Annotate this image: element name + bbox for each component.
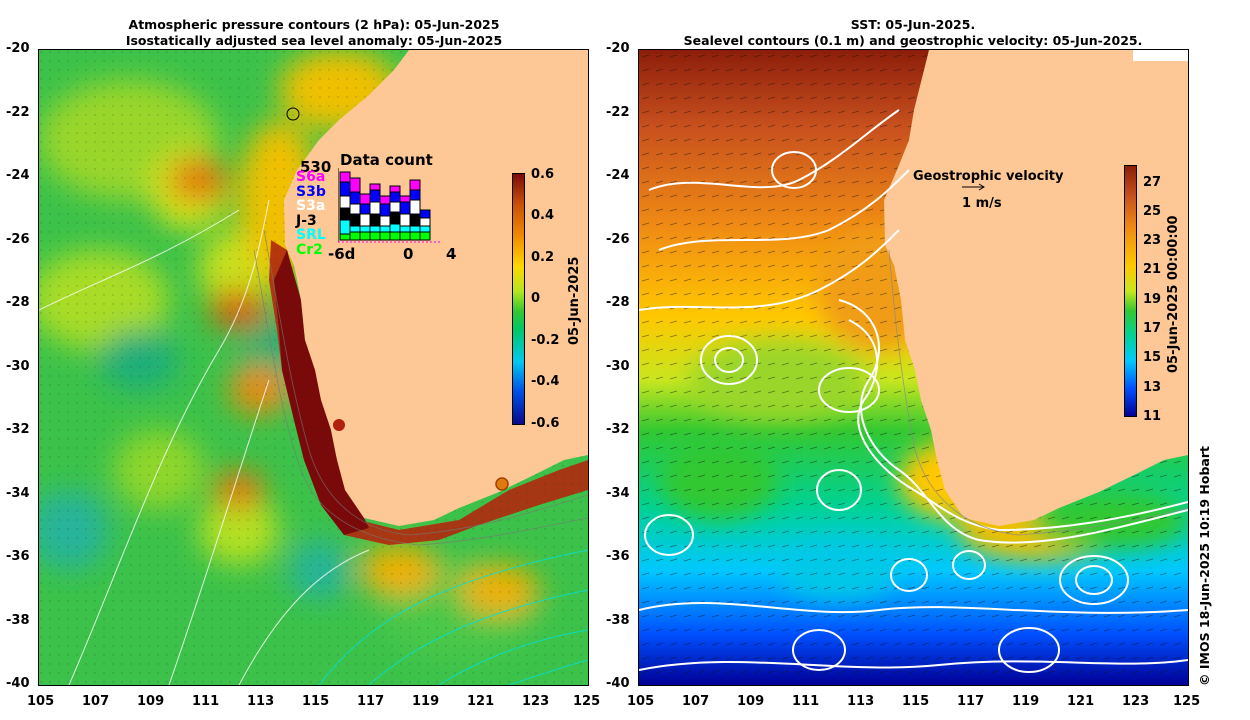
sst-cb-tick-6: 15 <box>1143 350 1162 365</box>
lon-tick-left: 111 <box>192 694 220 709</box>
lon-tick-right: 119 <box>1012 694 1040 709</box>
lon-tick-right: 121 <box>1067 694 1095 709</box>
lat-tick-left: -36 <box>6 549 30 564</box>
lat-tick-right: -32 <box>606 422 630 437</box>
sla-cb-tick-2: 0.2 <box>531 250 555 265</box>
lon-tick-right: 117 <box>957 694 985 709</box>
sla-cb-tick-1: 0.4 <box>531 208 555 223</box>
lat-tick-right: -20 <box>606 41 630 56</box>
sst-cb-tick-1: 25 <box>1143 204 1162 219</box>
sst-map-graphic <box>639 50 1188 685</box>
data-count-max: 530 <box>300 158 332 176</box>
legend-s3b: S3b <box>296 183 326 200</box>
lat-tick-left: -34 <box>6 486 30 501</box>
sla-colorbar <box>512 173 525 425</box>
data-count-bars <box>338 168 442 243</box>
lon-tick-left: 117 <box>357 694 385 709</box>
right-title-line2: Sealevel contours (0.1 m) and geostrophi… <box>683 33 1143 48</box>
lat-tick-left: -30 <box>6 359 30 374</box>
sla-map-graphic <box>39 50 588 685</box>
lat-tick-left: -26 <box>6 232 30 247</box>
legend-s3a: S3a <box>296 198 326 214</box>
lon-tick-right: 105 <box>627 694 655 709</box>
velocity-arrow-icon <box>962 183 985 191</box>
sla-cb-tick-4: -0.2 <box>531 333 560 348</box>
sst-cb-tick-3: 21 <box>1143 262 1162 277</box>
sst-cb-tick-2: 23 <box>1143 233 1162 248</box>
lat-tick-right: -40 <box>606 676 630 691</box>
lon-tick-left: 123 <box>522 694 550 709</box>
lat-tick-right: -30 <box>606 359 630 374</box>
lon-tick-right: 123 <box>1122 694 1150 709</box>
sst-map[interactable] <box>638 49 1189 686</box>
lat-tick-right: -24 <box>606 168 630 183</box>
sla-cb-tick-5: -0.4 <box>531 374 560 389</box>
right-title-line1: SST: 05-Jun-2025. <box>850 17 976 32</box>
left-title-line1: Atmospheric pressure contours (2 hPa): 0… <box>128 17 500 32</box>
sst-colorbar-label: 05-Jun-2025 00:00:00 <box>1166 215 1181 373</box>
lat-tick-right: -22 <box>606 105 630 120</box>
land-western-australia <box>884 50 1188 526</box>
lon-tick-right: 109 <box>737 694 765 709</box>
lon-tick-left: 119 <box>412 694 440 709</box>
lat-tick-right: -34 <box>606 486 630 501</box>
lat-tick-right: -36 <box>606 549 630 564</box>
lat-tick-right: -26 <box>606 232 630 247</box>
lat-tick-left: -32 <box>6 422 30 437</box>
data-count-inset: 530 Data count S6a S3b S3a J-3 SRL Cr2 <box>296 151 478 263</box>
lon-tick-left: 109 <box>137 694 165 709</box>
sla-cb-tick-0: 0.6 <box>531 167 555 182</box>
lon-tick-left: 121 <box>467 694 495 709</box>
sst-cb-tick-7: 13 <box>1143 380 1162 395</box>
velocity-legend-title: Geostrophic velocity <box>913 169 1064 184</box>
sst-cb-tick-0: 27 <box>1143 175 1162 190</box>
lat-tick-left: -28 <box>6 295 30 310</box>
left-title-line2: Isostatically adjusted sea level anomaly… <box>125 33 503 48</box>
lat-tick-left: -24 <box>6 168 30 183</box>
legend-s6a: S6a <box>296 169 326 185</box>
lon-tick-left: 113 <box>247 694 275 709</box>
lat-tick-right: -38 <box>606 613 630 628</box>
data-count-tick-start: -6d <box>328 245 356 263</box>
data-count-tick-zero: 0 <box>403 245 414 263</box>
lon-tick-right: 107 <box>682 694 710 709</box>
lon-tick-right: 125 <box>1173 694 1201 709</box>
lon-tick-left: 115 <box>302 694 330 709</box>
lat-tick-left: -40 <box>6 676 30 691</box>
sst-cb-tick-5: 17 <box>1143 321 1162 336</box>
lat-tick-left: -20 <box>6 41 30 56</box>
sst-cb-tick-4: 19 <box>1143 292 1162 307</box>
lon-tick-left: 107 <box>82 694 110 709</box>
sst-cb-tick-8: 11 <box>1143 409 1162 424</box>
velocity-legend-scale: 1 m/s <box>962 196 1002 211</box>
legend-cr2: Cr2 <box>296 241 323 258</box>
sla-cb-tick-3: 0 <box>531 291 541 306</box>
legend-j3: J-3 <box>296 212 317 229</box>
data-count-tick-end: 4 <box>446 245 457 263</box>
sla-colorbar-label: 05-Jun-2025 <box>567 256 582 345</box>
lon-tick-right: 111 <box>792 694 820 709</box>
credit-text: © IMOS 18-Jun-2025 10:19 Hobart <box>1197 446 1212 686</box>
lon-tick-left: 125 <box>573 694 601 709</box>
sla-map[interactable] <box>38 49 589 686</box>
data-count-title: Data count <box>340 151 433 169</box>
sst-colorbar <box>1124 165 1137 417</box>
sla-cb-tick-6: -0.6 <box>531 416 560 431</box>
lat-tick-left: -38 <box>6 613 30 628</box>
lon-tick-right: 113 <box>847 694 875 709</box>
lon-tick-left: 105 <box>27 694 55 709</box>
lon-tick-right: 115 <box>902 694 930 709</box>
lat-tick-left: -22 <box>6 105 30 120</box>
legend-srl: SRL <box>296 227 326 243</box>
lat-tick-right: -28 <box>606 295 630 310</box>
